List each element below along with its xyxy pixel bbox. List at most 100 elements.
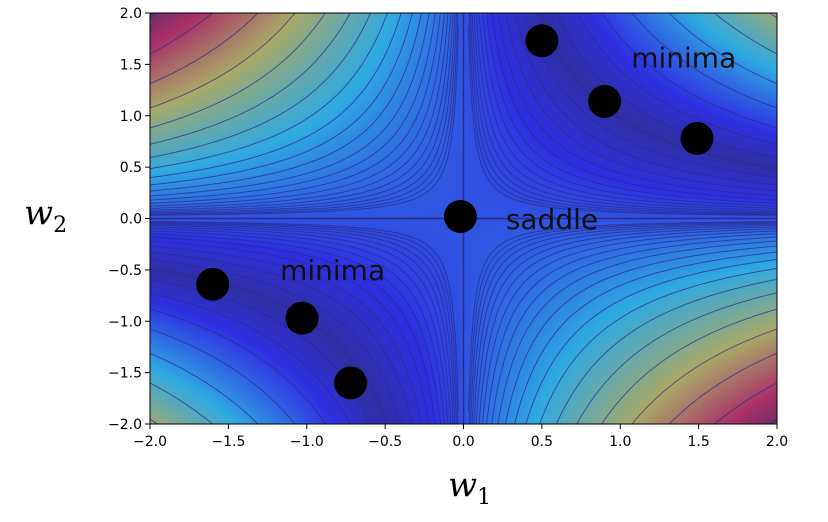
contour-line xyxy=(481,230,777,424)
contour-line xyxy=(150,258,402,424)
contour-line xyxy=(150,13,423,192)
contour-line xyxy=(150,13,372,159)
contour-line xyxy=(150,292,351,424)
data-point xyxy=(680,121,714,155)
annotation-label: saddle xyxy=(506,203,598,236)
contour-line xyxy=(576,292,777,424)
contour-line xyxy=(150,278,372,424)
contour-line xyxy=(150,233,441,424)
contour-line xyxy=(150,230,446,424)
contour-line xyxy=(504,13,777,192)
contour-line xyxy=(478,228,777,424)
y-tick-label: 1.5 xyxy=(120,57,142,73)
contour-line xyxy=(150,13,259,85)
points-layer xyxy=(196,24,714,400)
contour-line xyxy=(576,13,777,145)
contour-line xyxy=(150,224,454,424)
x-tick-label: 1.5 xyxy=(687,434,709,450)
contour-line xyxy=(150,221,459,412)
x-tick-label: 2.0 xyxy=(766,434,788,450)
contour-line xyxy=(525,13,777,179)
contour-line xyxy=(601,308,777,424)
contour-line xyxy=(491,13,777,201)
y-tick-label: 1.0 xyxy=(120,109,142,125)
contour-line xyxy=(150,382,214,424)
data-point xyxy=(443,199,477,233)
contour-line xyxy=(150,308,326,424)
y-axis-label-main: w xyxy=(24,193,53,233)
contour-line xyxy=(150,13,457,215)
x-tick-label: 1.0 xyxy=(609,434,631,450)
x-tick-label: −2.0 xyxy=(133,434,167,450)
contour-line xyxy=(468,221,777,412)
contour-line xyxy=(150,13,436,201)
contour-line xyxy=(150,251,413,424)
data-point xyxy=(588,84,622,118)
contour-line xyxy=(150,13,326,129)
y-tick-label: 0.0 xyxy=(120,212,142,228)
contour-line xyxy=(473,13,777,213)
y-tick-label: −0.5 xyxy=(108,263,142,279)
contour-line xyxy=(150,267,388,424)
contour-line xyxy=(471,13,777,214)
y-tick-label: −1.5 xyxy=(108,366,142,382)
contour-line xyxy=(555,278,777,424)
contour-line xyxy=(468,13,777,216)
contour-line xyxy=(497,240,777,424)
contour-line xyxy=(514,251,777,424)
contour-line xyxy=(150,13,351,145)
x-tick-label: 0.0 xyxy=(452,434,474,450)
contour-line xyxy=(150,352,259,424)
contour-line xyxy=(486,233,777,424)
y-tick-label: −1.0 xyxy=(108,314,142,330)
data-point xyxy=(334,366,368,400)
contour-line xyxy=(475,226,777,424)
x-axis-label: w1 xyxy=(448,465,491,510)
contour-line xyxy=(150,13,452,211)
contour-line xyxy=(150,13,402,179)
contour-line xyxy=(713,382,777,424)
contour-line xyxy=(150,13,214,55)
contour-line xyxy=(525,258,777,424)
contour-line xyxy=(468,221,777,424)
contour-line xyxy=(150,245,423,424)
contour-line xyxy=(668,352,777,424)
y-axis-ticks: −2.0 −1.5 −1.0 −0.5 0.0 0.5 1.0 1.5 2.0 xyxy=(108,6,150,433)
contour-line xyxy=(150,13,388,170)
contour-line xyxy=(150,13,456,214)
x-axis-label-main: w xyxy=(448,465,477,505)
contour-line xyxy=(539,13,777,170)
contour-lines xyxy=(150,13,777,424)
contour-line xyxy=(601,13,777,129)
y-axis-label: w2 xyxy=(24,193,67,238)
contour-line xyxy=(497,13,777,197)
x-tick-label: −0.5 xyxy=(368,434,402,450)
contour-line xyxy=(478,13,777,209)
plot-area: minima saddle minima xyxy=(150,13,777,424)
contour-line xyxy=(481,13,777,207)
contour-line xyxy=(468,25,777,216)
y-tick-label: −2.0 xyxy=(108,417,142,433)
contour-line xyxy=(150,13,449,209)
contour-line xyxy=(150,13,454,213)
data-point xyxy=(196,267,230,301)
contour-line xyxy=(491,236,777,424)
contour-line xyxy=(150,236,436,424)
contour-line xyxy=(150,221,459,424)
contour-line xyxy=(150,25,459,216)
contour-line xyxy=(470,222,777,424)
y-tick-label: 2.0 xyxy=(120,6,142,22)
contour-line xyxy=(475,13,777,211)
contour-line xyxy=(514,13,777,186)
contour-line xyxy=(470,13,777,215)
contour-line xyxy=(471,223,777,424)
contour-line xyxy=(504,245,777,424)
x-axis-label-sub: 1 xyxy=(477,485,491,510)
x-tick-label: −1.5 xyxy=(211,434,245,450)
x-tick-label: 0.5 xyxy=(531,434,553,450)
contour-line xyxy=(668,13,777,85)
data-point xyxy=(285,301,319,335)
contour-line xyxy=(486,13,777,204)
x-axis-ticks: −2.0 −1.5 −1.0 −0.5 0.0 0.5 1.0 1.5 2.0 xyxy=(133,424,788,450)
contour-line xyxy=(150,226,452,424)
